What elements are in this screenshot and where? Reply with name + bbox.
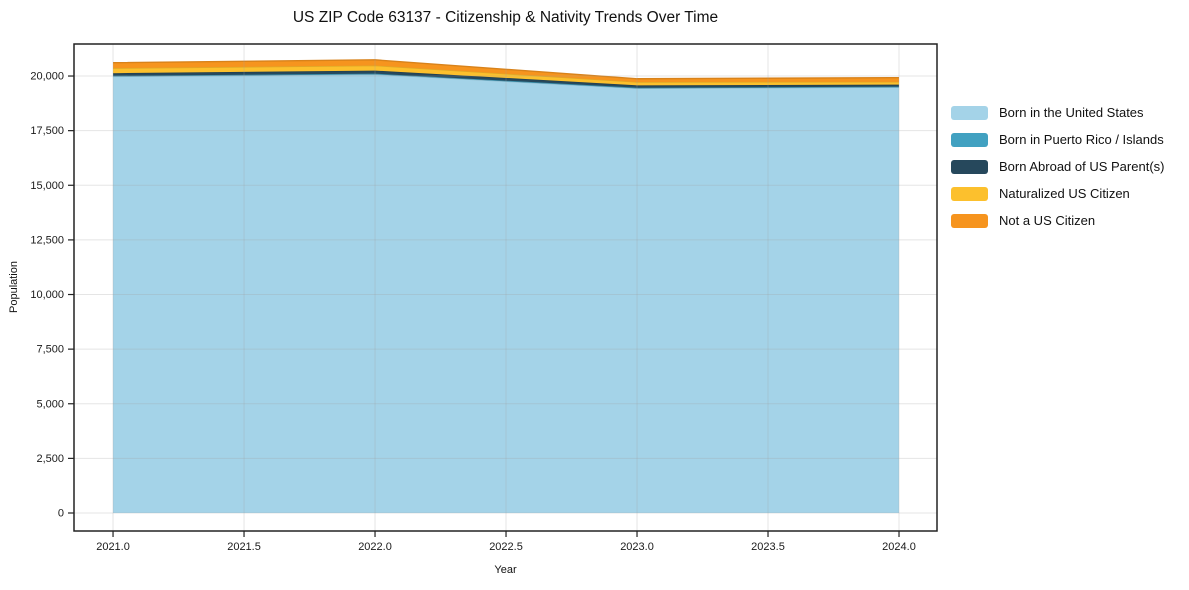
legend-label: Born in the United States [999,105,1144,120]
y-axis-title: Population [8,261,20,313]
area-series-3 [113,70,900,88]
legend-item: Born in the United States [951,99,1164,126]
legend-item: Born Abroad of US Parent(s) [951,153,1164,180]
legend-item: Not a US Citizen [951,207,1164,234]
chart-title: US ZIP Code 63137 - Citizenship & Nativi… [292,9,719,26]
x-tick-label: 2022.5 [489,541,523,553]
legend-label: Born Abroad of US Parent(s) [999,159,1165,174]
x-tick-label: 2022.0 [358,541,392,553]
legend-label: Not a US Citizen [999,213,1096,228]
y-tick-label: 15,000 [30,180,64,192]
x-tick-label: 2023.0 [620,541,654,553]
y-tick-label: 7,500 [36,344,64,356]
legend-label: Born in Puerto Rico / Islands [999,132,1164,147]
area-edge-series-5 [113,59,900,80]
y-tick-label: 2,500 [36,453,64,465]
area-series-5 [113,59,900,83]
legend-item: Born in Puerto Rico / Islands [951,126,1164,153]
legend: Born in the United States Born in Puerto … [951,99,1164,234]
x-tick-label: 2023.5 [751,541,785,553]
x-tick-label: 2021.5 [227,541,261,553]
y-tick-label: 5,000 [36,398,64,410]
legend-swatch [951,186,988,201]
legend-item: Naturalized US Citizen [951,180,1164,207]
y-tick-label: 0 [58,507,64,519]
legend-swatch [951,105,988,120]
y-tick-label: 12,500 [30,234,64,246]
area-series-4 [113,65,900,86]
legend-label: Naturalized US Citizen [999,186,1130,201]
legend-swatch [951,159,988,174]
legend-swatch [951,213,988,228]
y-tick-label: 10,000 [30,289,64,301]
legend-swatch [951,132,988,147]
x-tick-label: 2024.0 [882,541,916,553]
x-axis-title: Year [494,564,517,576]
area-series-1 [113,74,900,513]
y-tick-label: 17,500 [30,125,64,137]
x-tick-label: 2021.0 [96,541,130,553]
y-tick-label: 20,000 [30,71,64,83]
